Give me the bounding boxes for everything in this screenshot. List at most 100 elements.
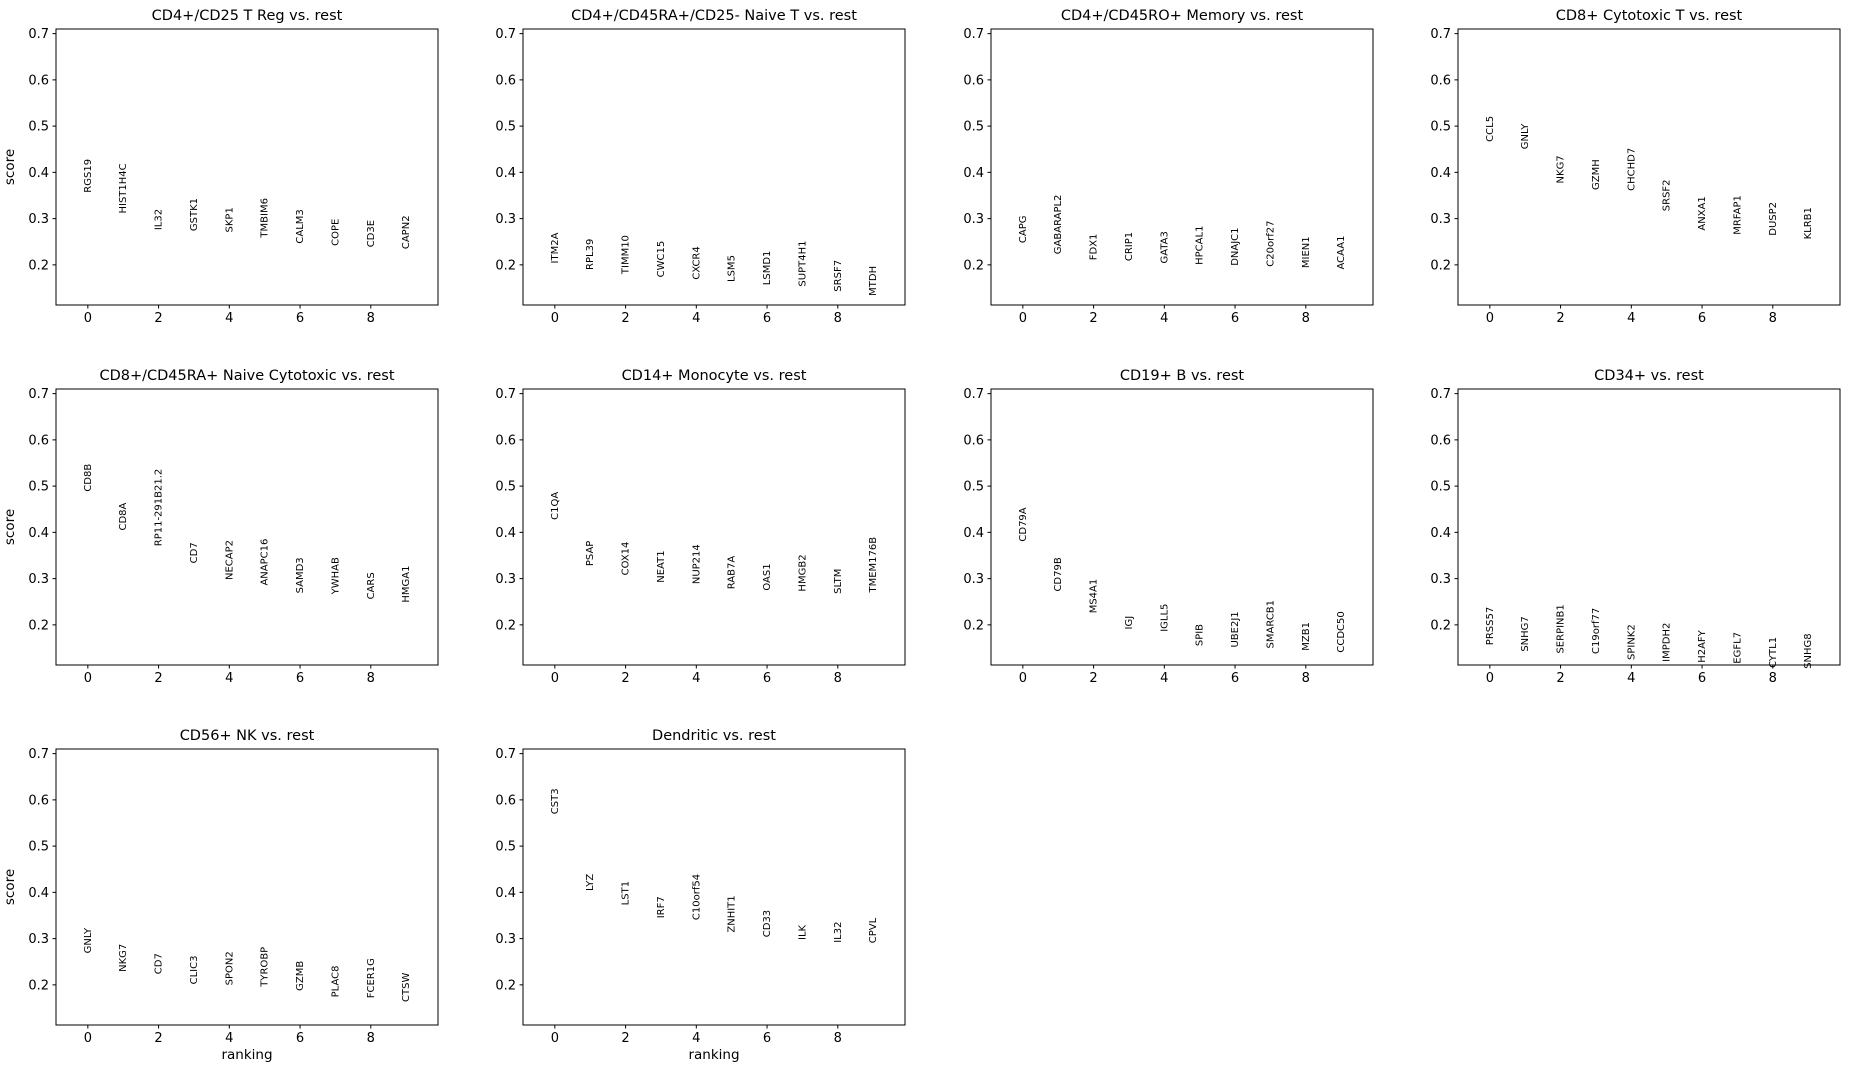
- gene-label: HPCAL1: [1194, 226, 1205, 265]
- axes-frame: [522, 28, 906, 306]
- gene-label: EGFL7: [1732, 632, 1743, 664]
- gene-label: CXCR4: [692, 246, 703, 279]
- gene-label: MIEN1: [1300, 236, 1311, 268]
- y-tick-label: 0.5: [963, 120, 984, 135]
- subplot-9: Dendritic vs. rest 0.2 0.3 0.4 0.5 0.6 0.7 0 2 4 6…: [496, 728, 906, 1063]
- y-tick-label: 0.2: [28, 258, 49, 273]
- gene-label: NUP214: [692, 544, 703, 584]
- y-tick-label: 0.6: [963, 73, 984, 88]
- x-tick-label: 6: [296, 671, 304, 686]
- y-tick-label: 0.3: [28, 572, 49, 587]
- gene-label: GZMH: [1591, 159, 1602, 190]
- x-tick-label: 6: [1698, 671, 1706, 686]
- gene-label: LSMD1: [762, 251, 773, 286]
- x-tick-label: 6: [763, 311, 771, 326]
- y-tick-label: 0.4: [28, 166, 49, 181]
- gene-label: SNHG7: [1520, 616, 1531, 651]
- gene-label: MZB1: [1300, 622, 1311, 651]
- x-tick-label: 0: [84, 671, 92, 686]
- y-tick-label: 0.2: [1430, 618, 1451, 633]
- gene-label: CCDC50: [1336, 611, 1347, 652]
- gene-label: NECAP2: [224, 540, 235, 580]
- subplot-2: CD4+/CD45RO+ Memory vs. rest 0.2 0.3 0.4 0.5…: [963, 8, 1374, 326]
- gene-label: IGLL5: [1159, 604, 1170, 632]
- gene-label: CAPG: [1017, 216, 1028, 244]
- x-tick-label: 8: [834, 671, 842, 686]
- x-axis-label: ranking: [221, 1047, 272, 1063]
- y-tick-label: 0.5: [28, 120, 49, 135]
- gene-label: NKG7: [118, 944, 129, 972]
- x-tick-label: 2: [1089, 311, 1097, 326]
- y-axis-label: score: [2, 869, 18, 905]
- gene-label: HIST1H4C: [118, 163, 129, 213]
- gene-label: SLTM: [833, 569, 844, 594]
- x-tick-label: 8: [1769, 671, 1777, 686]
- gene-label: HMGA1: [401, 566, 412, 603]
- y-tick-label: 0.6: [1430, 73, 1451, 88]
- x-tick-label: 2: [154, 311, 162, 326]
- y-tick-label: 0.4: [28, 886, 49, 901]
- x-tick-label: 2: [622, 1031, 630, 1046]
- gene-label: TMEM176B: [868, 537, 879, 594]
- gene-label: SMARCB1: [1265, 600, 1276, 648]
- gene-label: IMPDH2: [1662, 623, 1673, 662]
- gene-label: IRF7: [656, 896, 667, 918]
- subplot-title: CD56+ NK vs. rest: [180, 728, 315, 744]
- x-tick-label: 0: [1486, 671, 1494, 686]
- gene-label: RAB7A: [727, 556, 738, 590]
- x-tick-label: 8: [367, 311, 375, 326]
- gene-label: LYZ: [586, 874, 597, 891]
- gene-label: TMBIM6: [260, 198, 271, 239]
- gene-label: CPVL: [868, 917, 879, 943]
- gene-label: SRSF7: [833, 260, 844, 292]
- subplot-8: CD56+ NK vs. rest 0.2 0.3 0.4 0.5 0.6 0.7 0 2 4 6 8…: [2, 728, 439, 1063]
- x-tick-label: 6: [296, 311, 304, 326]
- gene-label: IL32: [833, 922, 844, 943]
- x-tick-label: 4: [692, 1031, 700, 1046]
- gene-label: ITM2A: [550, 232, 561, 263]
- y-tick-label: 0.5: [28, 480, 49, 495]
- y-tick-label: 0.2: [963, 258, 984, 273]
- gene-label: GATA3: [1159, 231, 1170, 263]
- gene-label: MS4A1: [1088, 579, 1099, 614]
- gene-label: SKP1: [224, 207, 235, 232]
- x-tick-label: 0: [84, 311, 92, 326]
- y-tick-label: 0.2: [496, 978, 517, 993]
- gene-label: ANAPC16: [260, 539, 271, 586]
- gene-label: TYROBP: [260, 947, 271, 988]
- y-tick-label: 0.4: [1430, 166, 1451, 181]
- y-tick-label: 0.3: [1430, 212, 1451, 227]
- subplot-title: CD4+/CD25 T Reg vs. rest: [152, 8, 343, 24]
- gene-label: GNLY: [83, 927, 94, 953]
- gene-label: TIMM10: [621, 235, 632, 275]
- gene-label: CST3: [550, 788, 561, 814]
- y-tick-label: 0.7: [28, 387, 49, 402]
- gene-label: CLIC3: [189, 956, 200, 985]
- x-tick-label: 0: [551, 671, 559, 686]
- gene-label: CARS: [366, 572, 377, 599]
- gene-label: PRSS57: [1485, 607, 1496, 645]
- axes-frame: [522, 748, 906, 1026]
- y-tick-label: 0.5: [28, 840, 49, 855]
- x-tick-label: 8: [834, 311, 842, 326]
- gene-label: IGJ: [1124, 616, 1135, 630]
- gene-label: RP11-291B21.2: [154, 469, 165, 547]
- y-axis-label: score: [2, 509, 18, 545]
- gene-label: SPIB: [1194, 624, 1205, 646]
- x-tick-label: 4: [225, 1031, 233, 1046]
- gene-label: ZNHIT1: [727, 895, 738, 932]
- subplot-5: CD14+ Monocyte vs. rest 0.2 0.3 0.4 0.5 0.6 0.…: [496, 368, 906, 686]
- y-tick-label: 0.7: [28, 27, 49, 42]
- axes-frame: [55, 388, 439, 666]
- gene-label: GNLY: [1520, 123, 1531, 149]
- x-tick-label: 8: [834, 1031, 842, 1046]
- x-tick-label: 8: [1769, 311, 1777, 326]
- y-tick-label: 0.7: [496, 747, 517, 762]
- x-tick-label: 6: [763, 1031, 771, 1046]
- gene-label: OAS1: [762, 563, 773, 590]
- gene-label: IL32: [154, 209, 165, 230]
- x-tick-label: 2: [1556, 311, 1564, 326]
- x-tick-label: 2: [1556, 671, 1564, 686]
- gene-label: FCER1G: [366, 958, 377, 998]
- y-tick-label: 0.2: [1430, 258, 1451, 273]
